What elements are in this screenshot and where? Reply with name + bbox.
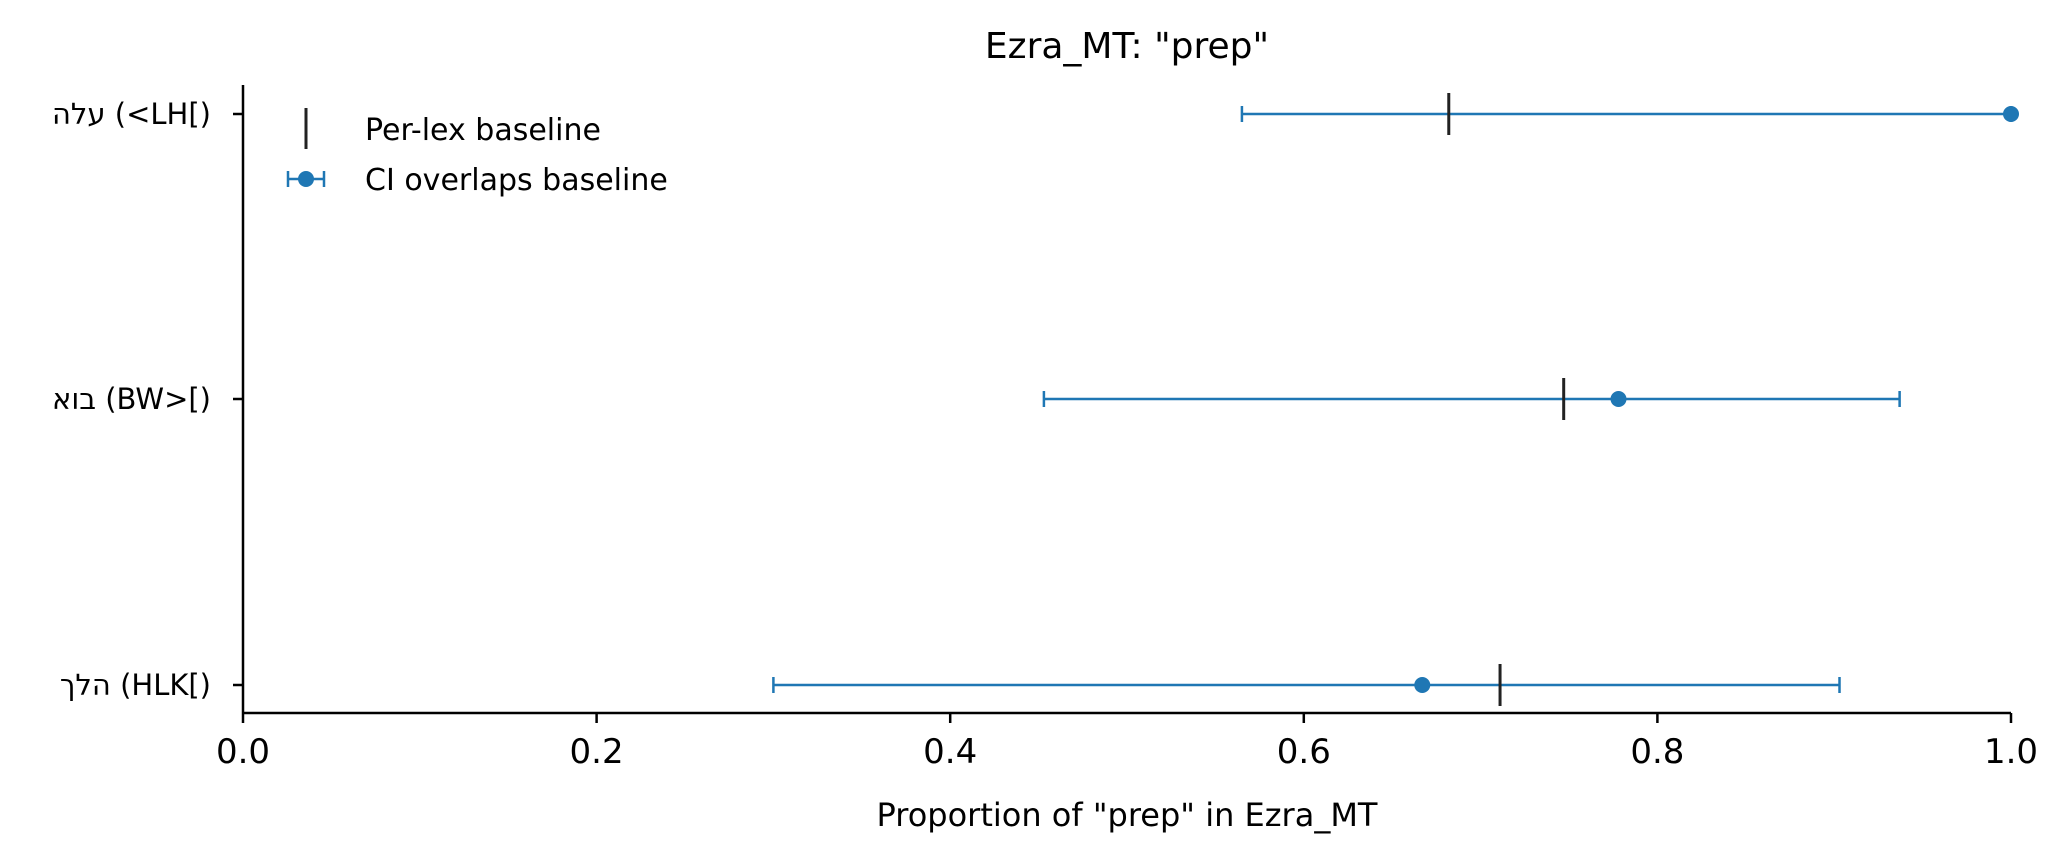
x-ticks: 0.0 0.2 0.4 0.6 0.8 1.0 xyxy=(216,713,2038,772)
x-tick-label: 0.2 xyxy=(570,732,624,772)
x-axis-label: Proportion of "prep" in Ezra_MT xyxy=(877,796,1378,834)
x-tick-label: 0.6 xyxy=(1277,732,1331,772)
point-estimate xyxy=(1610,391,1627,407)
chart-marks xyxy=(772,93,2019,706)
y-ticks: עלה (<LH[) בוא (BW>[) הלך (HLK[) xyxy=(52,97,243,702)
legend-marker-ci-dot xyxy=(298,171,314,187)
x-tick-label: 0.4 xyxy=(923,732,977,772)
legend: Per-lex baseline CI overlaps baseline xyxy=(286,108,668,198)
y-tick-label: הלך (HLK[) xyxy=(60,668,211,702)
x-tick-label: 0.0 xyxy=(216,732,270,772)
legend-label-baseline: Per-lex baseline xyxy=(365,113,601,148)
x-tick-label: 0.8 xyxy=(1630,732,1684,772)
y-tick-label: בוא (BW>[) xyxy=(52,382,211,416)
point-estimate xyxy=(1414,677,1431,693)
point-estimate xyxy=(2003,106,2019,122)
legend-label-ci: CI overlaps baseline xyxy=(365,163,668,198)
y-tick-label: עלה (<LH[) xyxy=(52,97,211,131)
x-tick-label: 1.0 xyxy=(1984,732,2038,772)
chart-title: Ezra_MT: "prep" xyxy=(985,26,1269,67)
